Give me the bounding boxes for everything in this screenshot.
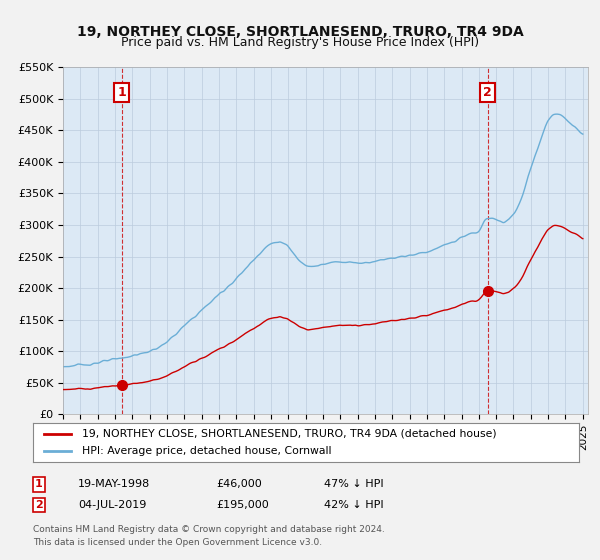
Text: £46,000: £46,000 xyxy=(216,479,262,489)
Text: 2: 2 xyxy=(484,86,492,99)
Text: 1: 1 xyxy=(117,86,126,99)
Text: 19, NORTHEY CLOSE, SHORTLANESEND, TRURO, TR4 9DA (detached house): 19, NORTHEY CLOSE, SHORTLANESEND, TRURO,… xyxy=(82,429,497,439)
Text: £195,000: £195,000 xyxy=(216,500,269,510)
Text: This data is licensed under the Open Government Licence v3.0.: This data is licensed under the Open Gov… xyxy=(33,538,322,547)
Text: HPI: Average price, detached house, Cornwall: HPI: Average price, detached house, Corn… xyxy=(82,446,332,456)
Text: Price paid vs. HM Land Registry's House Price Index (HPI): Price paid vs. HM Land Registry's House … xyxy=(121,36,479,49)
Text: 1: 1 xyxy=(35,479,43,489)
Text: Contains HM Land Registry data © Crown copyright and database right 2024.: Contains HM Land Registry data © Crown c… xyxy=(33,525,385,534)
Text: 2: 2 xyxy=(35,500,43,510)
Text: 04-JUL-2019: 04-JUL-2019 xyxy=(78,500,146,510)
Text: 47% ↓ HPI: 47% ↓ HPI xyxy=(324,479,383,489)
Text: 19-MAY-1998: 19-MAY-1998 xyxy=(78,479,150,489)
Text: 42% ↓ HPI: 42% ↓ HPI xyxy=(324,500,383,510)
Text: 19, NORTHEY CLOSE, SHORTLANESEND, TRURO, TR4 9DA: 19, NORTHEY CLOSE, SHORTLANESEND, TRURO,… xyxy=(77,25,523,39)
